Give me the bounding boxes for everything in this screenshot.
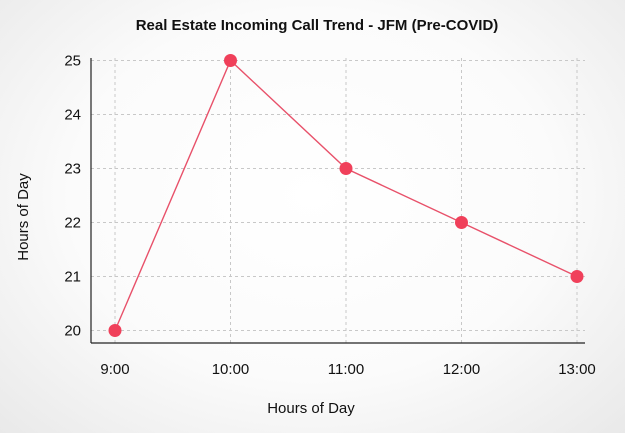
y-tick-label: 22 (64, 215, 81, 232)
data-point (224, 54, 237, 67)
x-tick-label: 9:00 (100, 361, 129, 378)
data-point (455, 216, 468, 229)
y-tick-label: 23 (64, 161, 81, 178)
x-tick-label: 10:00 (212, 361, 250, 378)
x-axis-label: Hours of Day (267, 400, 355, 417)
y-axis-label: Hours of Day (15, 173, 32, 261)
x-tick-label: 12:00 (443, 361, 481, 378)
y-tick-label: 24 (64, 107, 81, 124)
y-tick-labels: 20 21 22 23 24 25 (64, 53, 81, 340)
data-point (570, 270, 584, 283)
data-point (339, 162, 353, 175)
grid-lines (91, 58, 585, 343)
y-tick-label: 20 (64, 323, 81, 340)
x-tick-labels: 9:00 10:00 11:00 12:00 13:00 (100, 361, 595, 378)
y-tick-label: 25 (64, 53, 81, 70)
chart-title: Real Estate Incoming Call Trend - JFM (P… (136, 17, 499, 34)
data-point (108, 324, 122, 337)
x-tick-label: 11:00 (328, 361, 364, 378)
x-tick-label: 13:00 (558, 361, 596, 378)
y-tick-label: 21 (64, 269, 81, 286)
series-layer (108, 54, 584, 337)
